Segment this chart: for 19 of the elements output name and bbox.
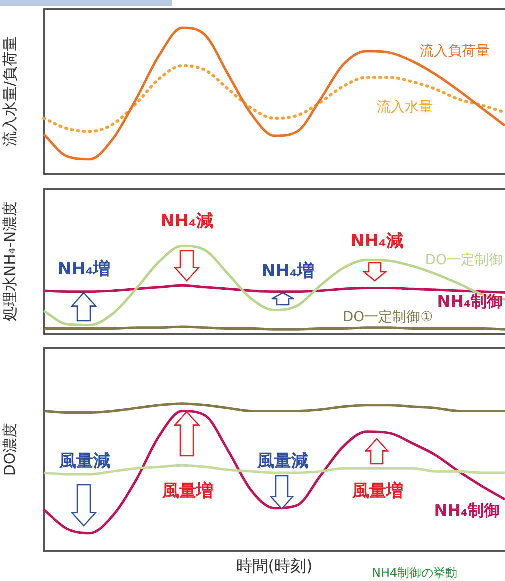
series-label: 流入水量 xyxy=(377,100,433,116)
series-label: DO一定制御 xyxy=(425,252,503,269)
annotation: 風量減 xyxy=(256,451,308,472)
y-axis-title: 流入水量/負荷量 xyxy=(0,36,19,147)
series-label: NH₄制御 xyxy=(437,292,503,312)
annotation: 風量増 xyxy=(352,480,404,502)
text: NH₄減 xyxy=(160,211,214,232)
annotation: NH₄増 xyxy=(58,258,110,280)
annotation: NH₄減 xyxy=(350,231,404,252)
series-label: NH₄制御 xyxy=(434,501,500,520)
y-axis-title: 処理水NH₄-N濃度 xyxy=(0,201,19,322)
series-label: 流入負荷量 xyxy=(420,44,490,60)
annotation: NH₄増 xyxy=(262,260,314,282)
annotation: 風量減 xyxy=(58,451,110,472)
annotation: 風量増 xyxy=(162,480,214,502)
text: NH4制御の挙動 xyxy=(372,566,458,580)
x-axis-title: 時間(時刻) xyxy=(236,556,313,576)
y-axis-title: DO濃度 xyxy=(0,422,19,476)
series-label: DO一定制御① xyxy=(342,310,434,326)
